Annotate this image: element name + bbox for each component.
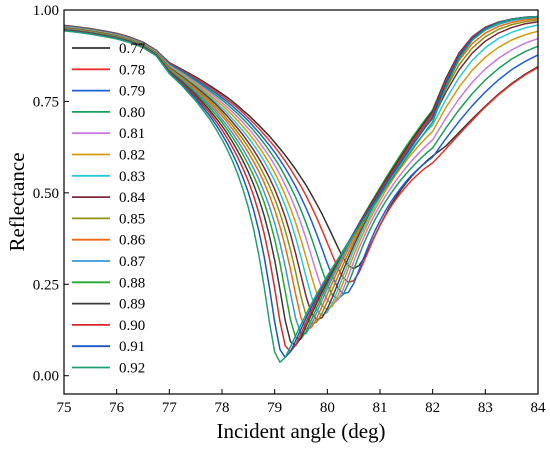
y-tick-label: 0.25 (33, 277, 59, 293)
legend-label-0.92: 0.92 (119, 361, 145, 377)
series-line-0.89 (63, 15, 539, 347)
series-line-0.92 (63, 15, 539, 363)
x-tick-label: 75 (57, 400, 72, 416)
y-tick-label: 0.75 (33, 94, 59, 110)
x-tick-label: 81 (373, 400, 388, 416)
y-tick-label: 1.00 (33, 3, 59, 19)
y-tick-label: 0.50 (33, 186, 59, 202)
series-line-0.82 (63, 26, 539, 311)
x-axis-title: Incident angle (deg) (216, 419, 385, 443)
x-tick-label: 78 (215, 400, 230, 416)
x-tick-label: 76 (109, 400, 125, 416)
y-axis: 0.00 0.25 0.50 0.75 1.00 (33, 3, 69, 385)
series-line-0.91 (63, 15, 539, 359)
legend-label-0.81: 0.81 (119, 126, 145, 142)
legend-label-0.88: 0.88 (119, 275, 145, 291)
legend-label-0.80: 0.80 (119, 105, 145, 121)
series-line-0.78 (63, 24, 539, 284)
series-line-0.81 (63, 26, 539, 305)
x-tick-label: 84 (531, 400, 547, 416)
legend-label-0.89: 0.89 (119, 297, 145, 313)
x-axis: 75 76 77 78 79 80 81 82 83 84 (57, 389, 547, 416)
x-tick-label: 80 (320, 400, 335, 416)
x-tick-label: 79 (267, 400, 282, 416)
legend-label-0.77: 0.77 (119, 41, 146, 57)
y-tick-label: 0.00 (33, 369, 59, 385)
legend-label-0.79: 0.79 (119, 84, 145, 100)
x-tick-label: 83 (478, 400, 493, 416)
legend-label-0.91: 0.91 (119, 339, 145, 355)
x-tick-label: 77 (162, 400, 178, 416)
plot-frame (63, 9, 539, 395)
legend-label-0.83: 0.83 (119, 169, 145, 185)
legend-label-0.90: 0.90 (119, 318, 145, 334)
x-tick-label: 82 (425, 400, 440, 416)
series-line-0.88 (63, 15, 539, 340)
legend-label-0.86: 0.86 (119, 233, 146, 249)
legend-label-0.78: 0.78 (119, 62, 145, 78)
series-line-0.79 (63, 25, 539, 295)
legend-label-0.85: 0.85 (119, 211, 145, 227)
series-line-0.90 (63, 15, 539, 353)
series-layer (63, 15, 539, 363)
series-line-0.80 (63, 25, 539, 300)
legend: 0.77 0.78 0.79 0.80 0.81 0.82 0.83 0.84 0.85 0.86… (72, 41, 146, 377)
y-axis-title: Reflectance (5, 152, 29, 251)
legend-label-0.87: 0.87 (119, 254, 146, 270)
legend-label-0.82: 0.82 (119, 148, 145, 164)
legend-label-0.84: 0.84 (119, 190, 146, 206)
